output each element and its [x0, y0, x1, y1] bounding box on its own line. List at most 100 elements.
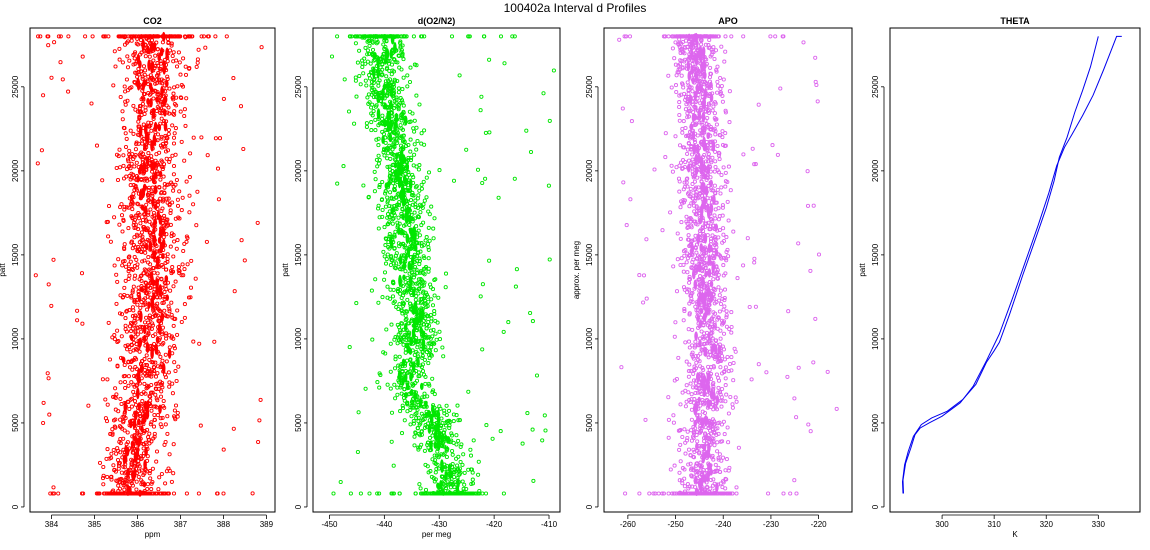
data-point — [356, 410, 361, 415]
data-point-cluster — [413, 391, 417, 401]
data-point-cluster — [427, 409, 431, 418]
data-point — [431, 226, 436, 231]
data-point-cluster — [409, 388, 414, 396]
data-point — [437, 329, 442, 334]
data-point — [140, 101, 145, 106]
data-point — [464, 147, 469, 152]
top-row-point — [402, 34, 407, 39]
data-point — [419, 297, 425, 302]
data-point — [382, 225, 387, 230]
data-point — [480, 282, 485, 287]
data-point — [175, 197, 180, 202]
data-point — [409, 192, 414, 198]
bottom-row-point — [155, 491, 160, 496]
data-point-cluster — [389, 240, 394, 249]
data-point — [395, 341, 400, 346]
data-point — [160, 325, 165, 330]
data-point — [138, 69, 144, 74]
data-point — [153, 404, 158, 409]
data-point — [137, 411, 142, 416]
data-point — [174, 58, 179, 63]
data-point — [674, 73, 679, 78]
data-point — [388, 190, 393, 195]
data-point — [411, 175, 416, 180]
bottom-row-point — [140, 491, 145, 496]
data-point — [692, 179, 697, 184]
data-point — [423, 487, 429, 492]
data-point — [723, 131, 728, 136]
data-point — [741, 152, 746, 157]
data-point — [136, 202, 141, 207]
data-point — [408, 65, 413, 70]
data-point — [389, 196, 394, 201]
data-point — [483, 176, 488, 181]
data-point — [129, 479, 134, 484]
data-point — [155, 92, 160, 97]
data-point — [715, 83, 720, 88]
data-point — [712, 111, 717, 116]
data-point — [158, 66, 163, 72]
data-point — [677, 104, 682, 110]
data-point — [389, 62, 395, 67]
top-row-point — [449, 34, 455, 39]
data-point — [391, 281, 396, 286]
data-point — [673, 134, 678, 139]
data-point — [398, 123, 403, 128]
data-point — [416, 193, 421, 198]
data-point — [146, 74, 151, 79]
data-point — [133, 329, 138, 334]
data-point — [195, 57, 200, 62]
data-point — [402, 333, 407, 338]
data-point — [168, 208, 173, 213]
top-row-point — [177, 34, 182, 39]
data-point — [364, 121, 369, 126]
data-point — [160, 358, 165, 363]
plot-frame — [29, 27, 276, 513]
data-point — [100, 178, 105, 183]
data-point — [395, 392, 400, 397]
data-point — [41, 93, 46, 98]
data-point — [426, 225, 431, 230]
data-point — [530, 319, 535, 324]
data-point — [125, 98, 130, 103]
data-point — [390, 294, 396, 299]
data-point — [724, 258, 729, 263]
data-point — [711, 477, 716, 482]
data-point — [358, 82, 363, 87]
bottom-row-point — [123, 491, 128, 496]
data-point — [159, 158, 164, 163]
data-point — [146, 260, 151, 265]
data-point-cluster — [405, 207, 410, 218]
data-point — [357, 48, 362, 53]
data-point-cluster — [148, 82, 153, 91]
data-point — [104, 456, 109, 461]
data-point — [130, 290, 135, 295]
data-point — [409, 306, 414, 311]
top-row-point — [153, 34, 158, 39]
data-point — [442, 408, 447, 413]
data-point — [674, 289, 680, 294]
data-point — [160, 415, 165, 420]
data-point — [686, 390, 691, 395]
bottom-row-point — [448, 491, 453, 496]
data-point — [479, 94, 484, 99]
data-point — [424, 195, 429, 200]
data-point — [377, 385, 382, 390]
data-point — [487, 130, 492, 135]
top-row-point — [224, 34, 229, 39]
data-point — [376, 143, 381, 148]
data-point — [394, 195, 399, 200]
data-point — [410, 401, 415, 406]
data-point — [171, 442, 176, 447]
data-point — [119, 334, 124, 339]
data-point-cluster — [157, 123, 162, 132]
data-point — [171, 91, 176, 96]
data-point — [165, 74, 170, 79]
data-point — [376, 300, 381, 305]
data-point — [741, 263, 746, 268]
data-point-cluster — [153, 121, 158, 132]
data-point — [186, 295, 192, 300]
data-point — [187, 193, 192, 198]
data-point-cluster — [449, 469, 453, 479]
